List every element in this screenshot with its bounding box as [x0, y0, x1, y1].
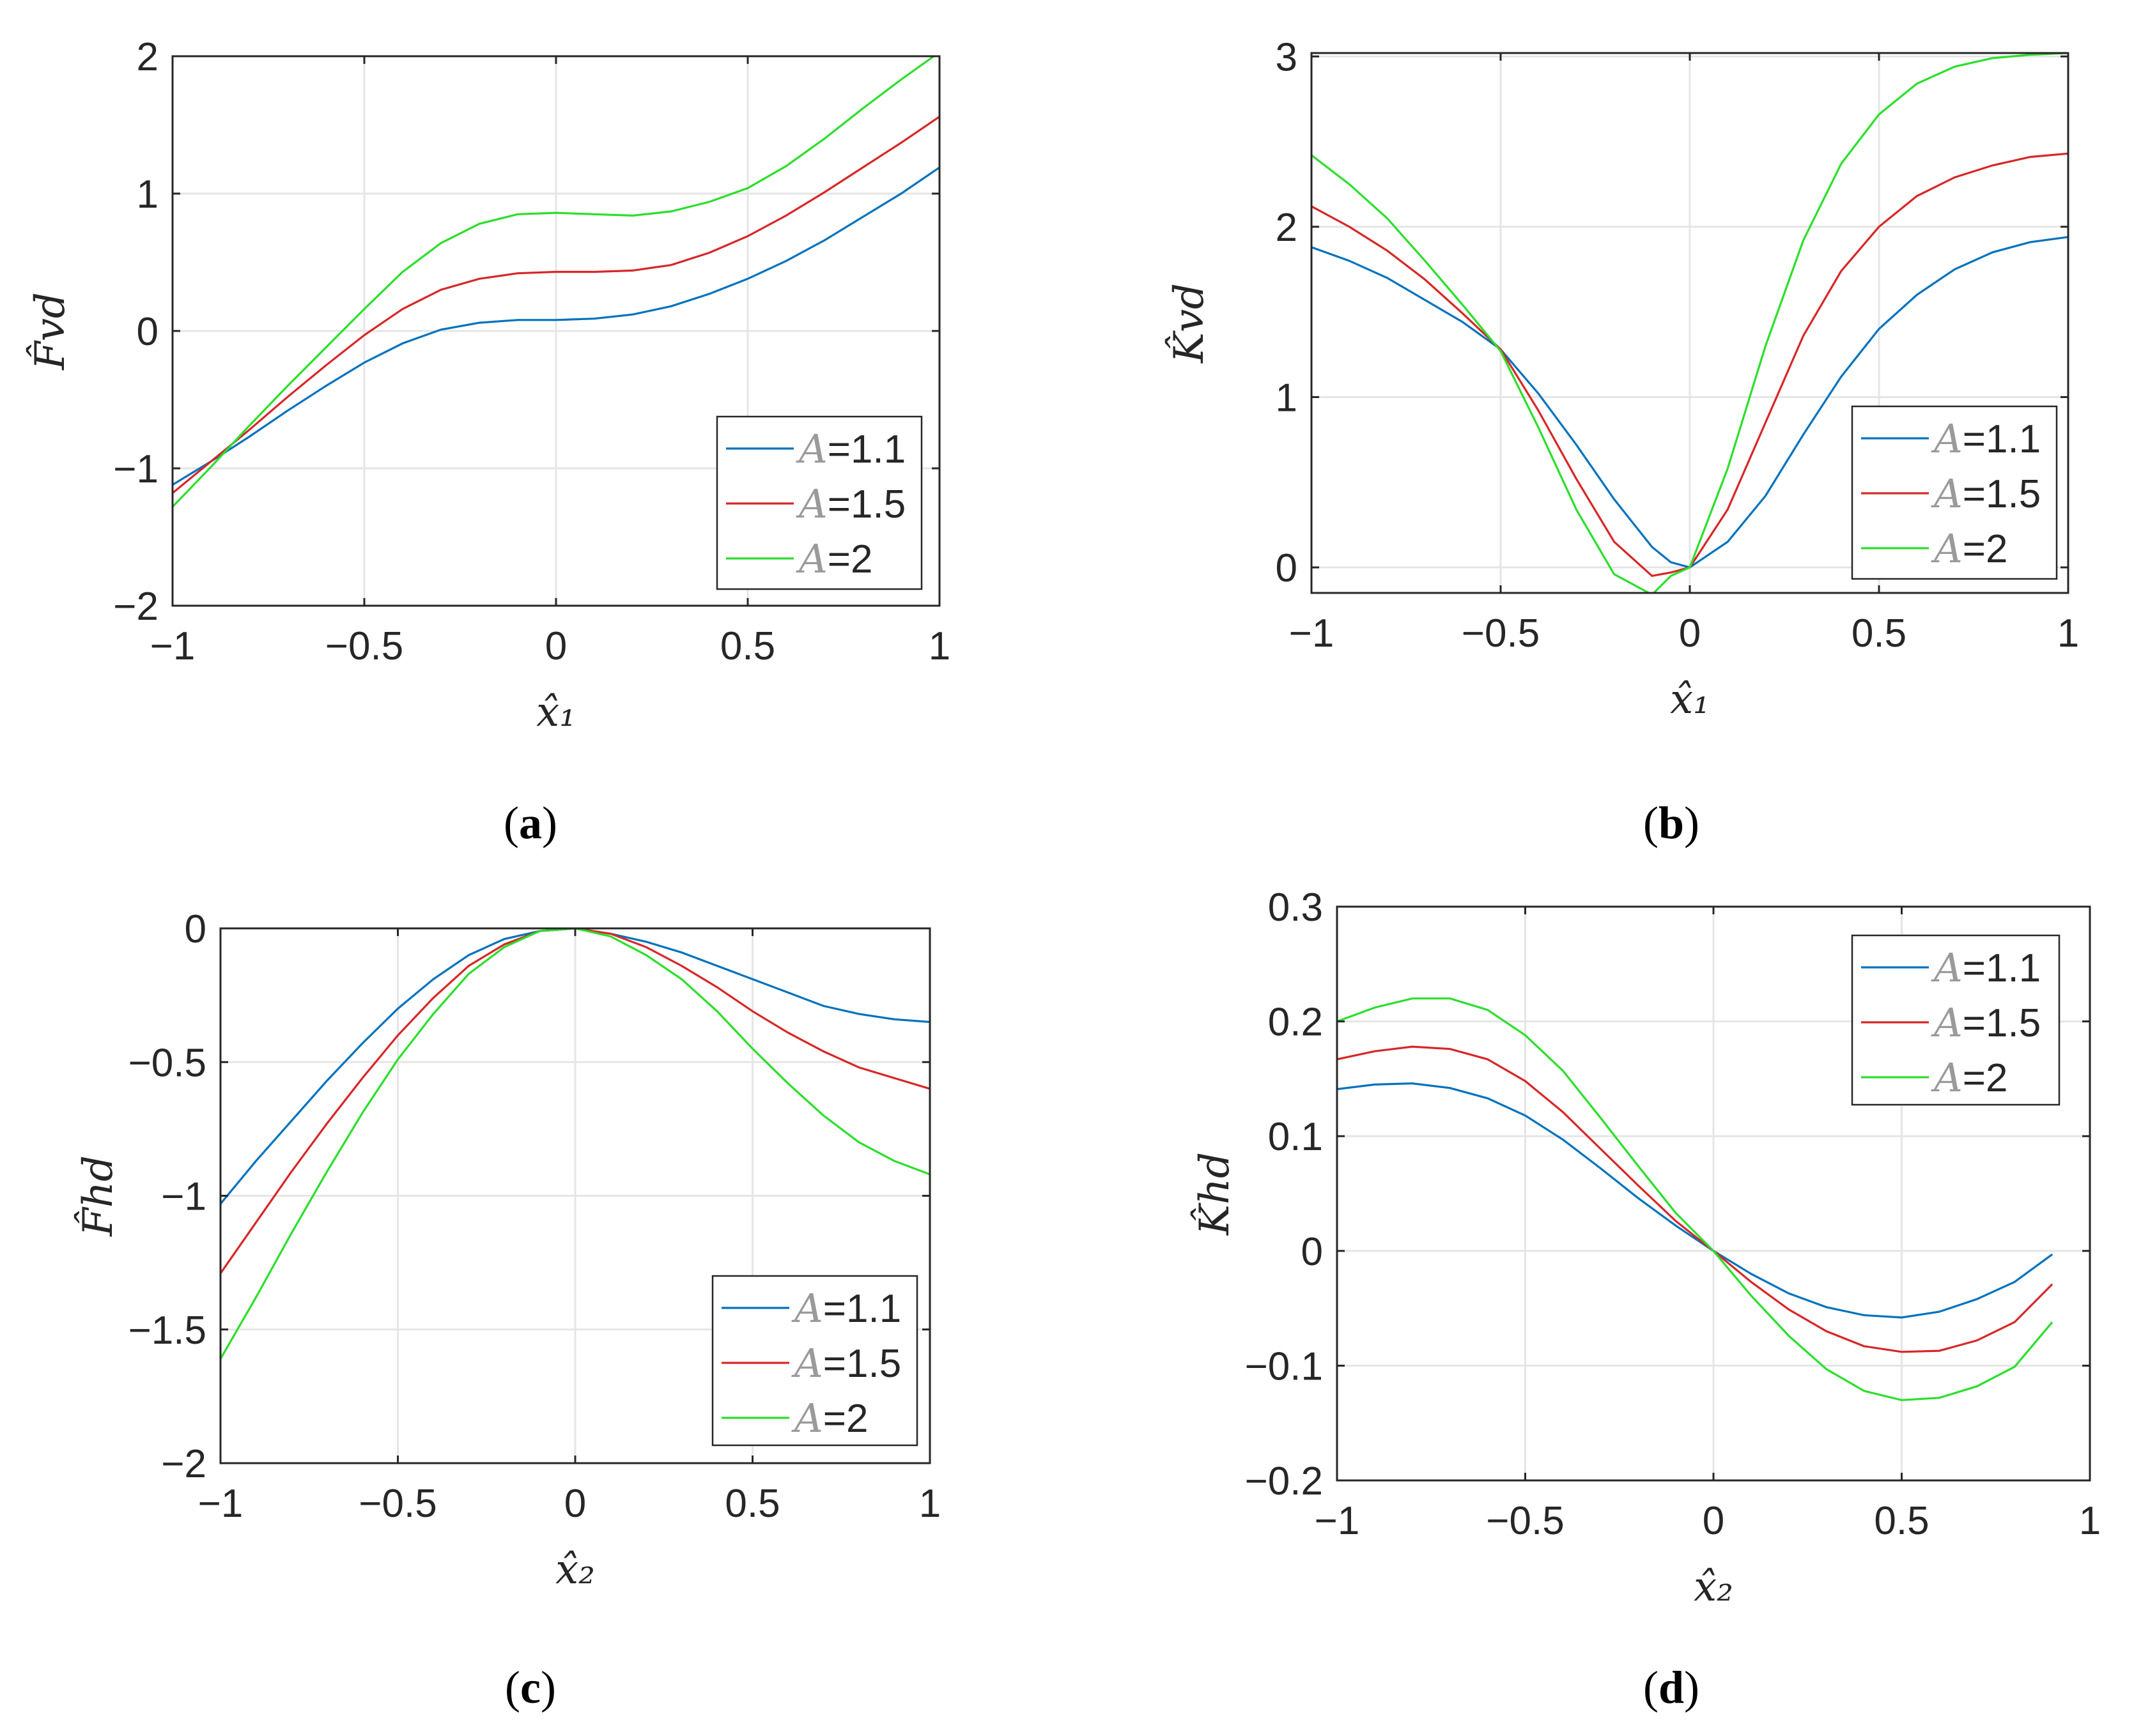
series-line-A11: [173, 166, 939, 486]
y-tick-label: −1: [113, 447, 159, 491]
legend-label: A=1.5: [796, 480, 906, 527]
y-tick-label: 0.2: [1268, 1001, 1323, 1045]
series-line-A15: [1337, 1045, 2053, 1353]
y-tick-label: −2: [113, 585, 159, 629]
x-tick-label: 0.5: [1852, 611, 1906, 656]
x-tick-label: −1: [1289, 611, 1334, 656]
x-tick-label: 1: [929, 624, 950, 668]
y-tick-label: 2: [137, 35, 159, 79]
series-line-A15: [220, 928, 930, 1274]
y-tick-label: 0: [185, 907, 206, 951]
series-line-A2: [173, 56, 936, 508]
y-tick-label: −2: [161, 1442, 206, 1486]
x-axis-label: x̂₁: [536, 689, 576, 736]
legend-label: A=1.5: [791, 1340, 901, 1386]
y-tick-label: 1: [137, 173, 159, 217]
legend: A=1.1 A=1.5 A=2: [1851, 934, 2061, 1106]
legend-label: A=1.1: [1931, 415, 2041, 462]
x-tick-label: −0.5: [1486, 1499, 1564, 1543]
chart-panel-b: −1 −0.5 0 0.5 1 0 1 2 3 x̂₁ K̂vd A=1.1 A=1.5 A=2: [1165, 35, 2079, 723]
series-line-A15: [1311, 152, 2068, 578]
x-tick-label: 0: [545, 624, 567, 668]
panel-label: (d): [1643, 1662, 1699, 1713]
legend-label: A=2: [791, 1395, 868, 1441]
series-line-A15: [173, 116, 939, 494]
legend-label: A=1.5: [1931, 470, 2041, 517]
legend: A=1.1 A=1.5 A=2: [711, 1275, 918, 1447]
x-tick-label: −1: [1315, 1499, 1360, 1543]
x-tick-label: 0.5: [720, 624, 775, 668]
x-tick-label: 0.5: [725, 1482, 780, 1526]
y-tick-label: −1: [161, 1175, 206, 1219]
x-axis-label: x̂₂: [555, 1546, 595, 1594]
y-tick-label: −0.1: [1245, 1344, 1323, 1388]
legend-label: A=2: [1931, 1054, 2007, 1101]
y-tick-label: 3: [1276, 35, 1297, 79]
y-axis-label: F̂vd: [26, 292, 74, 371]
legend: A=1.1 A=1.5 A=2: [1851, 405, 2058, 580]
y-tick-label: 1: [1276, 376, 1297, 420]
chart-panel-d: −1 −0.5 0 0.5 1 −0.2 −0.1 0 0.1 0.2 0.3 x̂₂ K̂hd A=1.…: [1191, 886, 2101, 1611]
y-tick-label: −0.5: [128, 1041, 206, 1085]
y-axis-label: K̂vd: [1165, 283, 1213, 364]
x-tick-label: 1: [2079, 1499, 2101, 1543]
y-tick-label: −0.2: [1245, 1459, 1323, 1503]
series-line-A2: [220, 928, 930, 1360]
y-tick-label: 0.1: [1268, 1115, 1323, 1159]
y-tick-label: 0: [1276, 546, 1297, 590]
panel-label: (a): [504, 797, 557, 849]
y-tick-label: 0: [1301, 1230, 1323, 1274]
x-tick-label: −0.5: [359, 1482, 437, 1526]
x-tick-label: 0.5: [1874, 1499, 1929, 1543]
x-tick-label: −1: [150, 624, 196, 668]
y-axis-label: K̂hd: [1191, 1152, 1239, 1236]
x-axis-label: x̂₁: [1670, 676, 1710, 723]
x-tick-label: 0: [1703, 1499, 1724, 1543]
series-line-A11: [220, 928, 930, 1205]
y-tick-label: −1.5: [128, 1309, 206, 1353]
x-tick-label: −0.5: [1462, 611, 1540, 656]
legend-label: A=1.5: [1931, 999, 2041, 1046]
legend-label: A=2: [796, 535, 872, 582]
legend: A=1.1 A=1.5 A=2: [716, 415, 923, 590]
x-tick-label: 0: [564, 1482, 586, 1526]
legend-label: A=2: [1931, 525, 2007, 572]
legend-label: A=1.1: [1931, 944, 2041, 991]
x-tick-label: −0.5: [325, 624, 403, 668]
y-tick-label: 0.3: [1268, 886, 1323, 930]
series-line-A2: [1337, 997, 2053, 1401]
x-tick-label: 1: [2057, 611, 2079, 656]
y-tick-label: 2: [1276, 206, 1297, 250]
y-tick-label: 0: [137, 310, 159, 354]
chart-panel-c: −1 −0.5 0 0.5 1−2−1.5−1−0.50x̂₂F̂hdA=1.1A=1.…: [74, 907, 941, 1594]
panel-label: (c): [505, 1662, 556, 1713]
legend-label: A=1.1: [791, 1285, 901, 1332]
series-line-A11: [1311, 236, 2068, 569]
y-axis-label: F̂hd: [74, 1155, 122, 1237]
x-tick-label: 1: [919, 1482, 941, 1526]
panel-label: (b): [1643, 797, 1699, 849]
legend-label: A=1.1: [796, 426, 906, 472]
series-line-A11: [1337, 1082, 2053, 1319]
x-tick-label: −1: [198, 1482, 244, 1526]
x-tick-label: 0: [1679, 611, 1701, 656]
x-axis-label: x̂₂: [1694, 1563, 1733, 1611]
series-line-A2: [1311, 53, 2068, 593]
